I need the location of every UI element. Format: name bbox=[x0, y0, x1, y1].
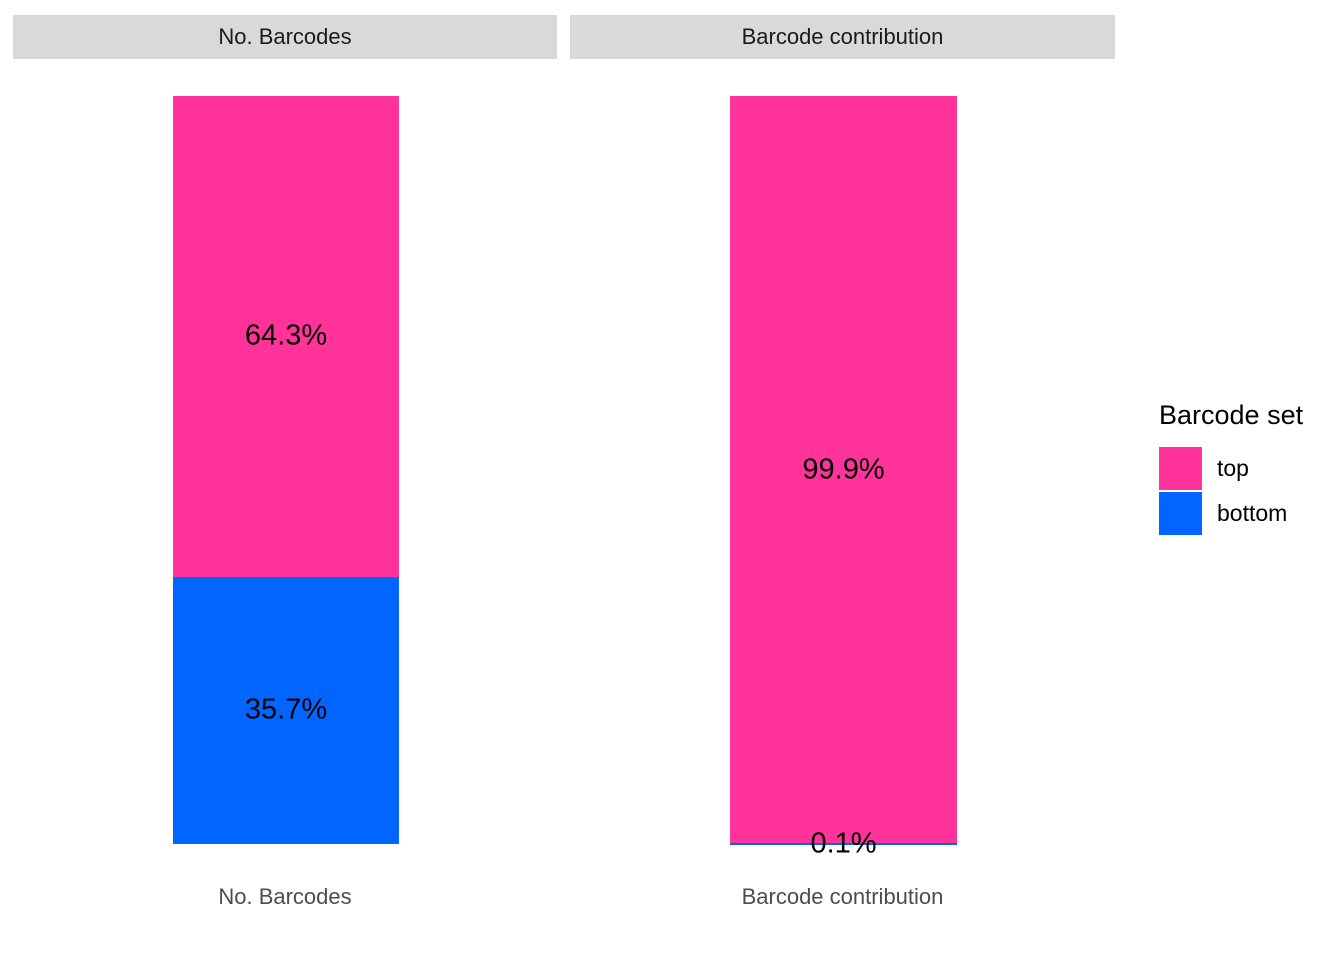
legend-entry-top: top bbox=[1159, 447, 1303, 490]
x-axis-tick-label: Barcode contribution bbox=[741, 884, 944, 909]
stacked-bar-no-barcodes: 64.3% 35.7% bbox=[173, 96, 399, 844]
legend-entry-bottom: bottom bbox=[1159, 492, 1303, 535]
bar-value-label: 64.3% bbox=[244, 319, 328, 352]
bar-segment-bottom bbox=[730, 843, 957, 845]
bar-segment-bottom bbox=[173, 576, 399, 844]
bar-segment-top bbox=[173, 96, 399, 577]
bar-segment-top bbox=[730, 96, 957, 844]
legend-entry-label: top bbox=[1217, 455, 1249, 481]
legend-title: Barcode set bbox=[1159, 400, 1304, 430]
facet-strip-no-barcodes: No. Barcodes bbox=[13, 15, 557, 59]
facet-strip-label: Barcode contribution bbox=[741, 24, 944, 49]
legend-key-swatch-top bbox=[1159, 447, 1202, 490]
stacked-bar-barcode-contribution: 99.9% 0.1% bbox=[730, 96, 957, 858]
legend-entry-label: bottom bbox=[1217, 500, 1288, 526]
bar-value-label: 35.7% bbox=[244, 693, 328, 726]
facet-strip-label: No. Barcodes bbox=[218, 24, 352, 49]
x-axis-tick-label: No. Barcodes bbox=[218, 884, 352, 909]
legend: Barcode set top bottom bbox=[1159, 402, 1303, 537]
legend-key-swatch-bottom bbox=[1159, 492, 1202, 535]
bar-value-label: 0.1% bbox=[810, 827, 877, 860]
facet-strip-barcode-contribution: Barcode contribution bbox=[570, 15, 1115, 59]
bar-value-label: 99.9% bbox=[802, 453, 885, 486]
